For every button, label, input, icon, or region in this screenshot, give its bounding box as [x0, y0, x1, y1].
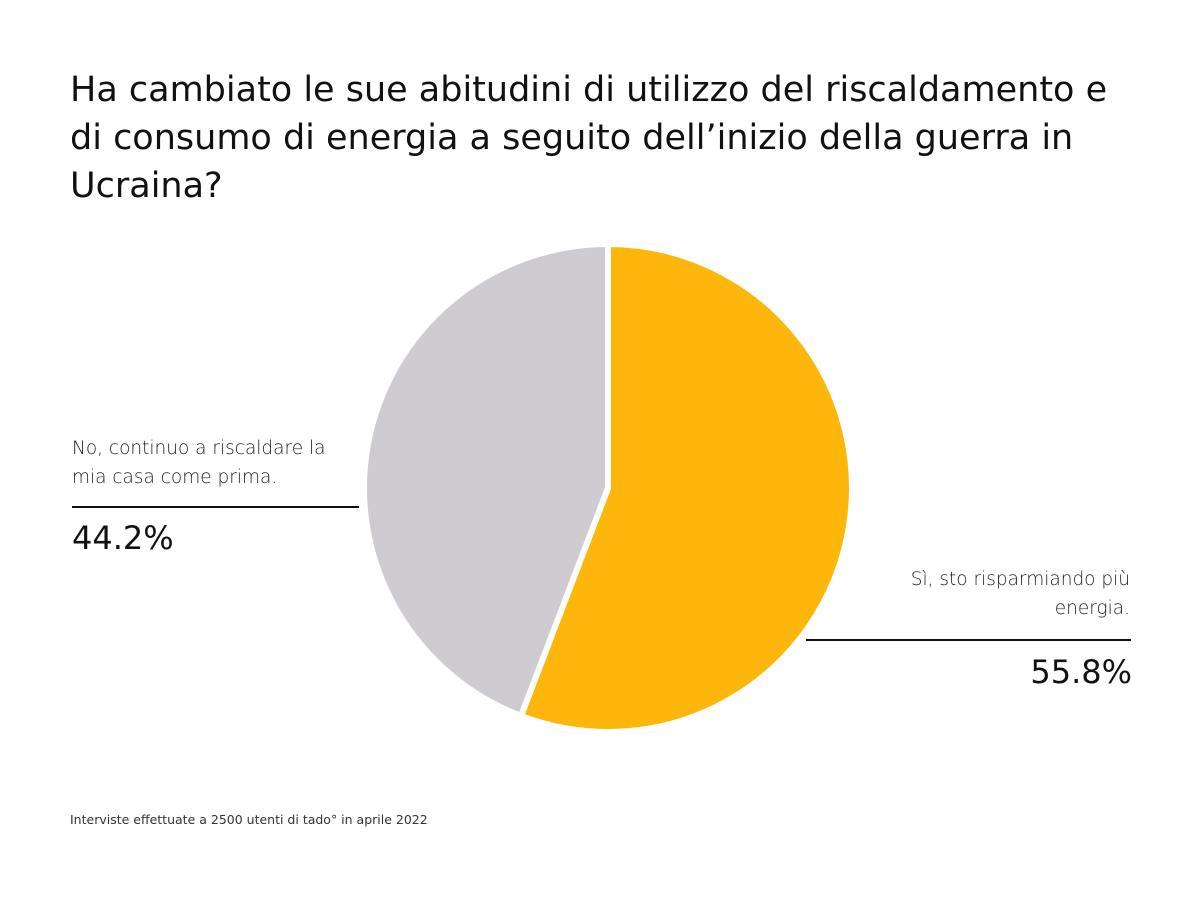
leader-line-no — [72, 506, 359, 508]
footnote: Interviste effettuate a 2500 utenti di t… — [70, 812, 428, 827]
slice-label-no: No, continuo a riscaldare la mia casa co… — [72, 438, 326, 488]
leader-line-yes — [806, 639, 1131, 641]
slice-label-yes: Sì, sto risparmiando più energia. — [910, 569, 1130, 619]
pie-slice-no — [361, 240, 611, 720]
chart-title: Ha cambiato le sue abitudini di utilizzo… — [70, 70, 1108, 206]
slice-value-no: 44.2% — [72, 519, 174, 557]
pie-slice-yes — [517, 240, 855, 735]
slice-value-yes: 55.8% — [1030, 653, 1132, 691]
